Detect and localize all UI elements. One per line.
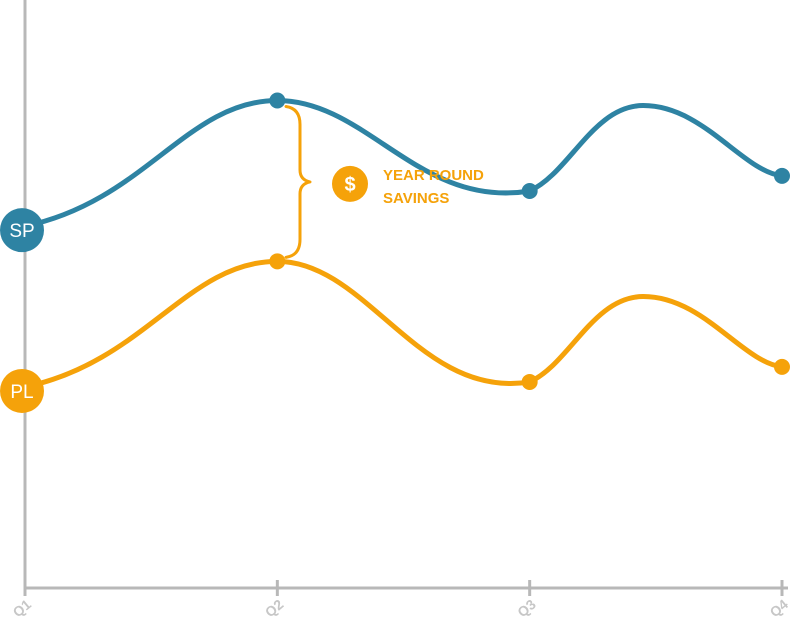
savings-label-line: SAVINGS	[383, 190, 449, 207]
series-badge-sp	[0, 208, 44, 253]
series-badge-pl	[0, 368, 44, 413]
series-line-sp	[22, 98, 785, 229]
savings-annotation: $ YEAR ROUND SAVINGS	[284, 105, 484, 259]
series-badge-label-pl: PL	[10, 382, 33, 403]
savings-label-line: YEAR ROUND	[383, 167, 484, 184]
savings-brace	[284, 105, 312, 259]
axis-group: Q1 Q2 Q3 Q4	[9, 0, 791, 620]
data-point-pl	[521, 373, 538, 390]
data-point-pl	[269, 253, 286, 270]
dollar-icon	[332, 165, 368, 202]
dollar-symbol: $	[344, 174, 355, 196]
x-tick-label: Q1	[9, 596, 34, 620]
data-point-sp	[521, 182, 538, 199]
series-line-pl	[22, 258, 785, 390]
data-point-pl	[774, 358, 790, 375]
series-group: SP PL	[0, 92, 790, 413]
data-point-sp	[774, 167, 790, 184]
x-tick-label: Q2	[262, 596, 287, 620]
x-tick-label: Q3	[514, 596, 539, 620]
series-badge-label-sp: SP	[9, 221, 34, 242]
data-point-sp	[269, 92, 286, 109]
x-tick-label: Q4	[766, 596, 791, 620]
